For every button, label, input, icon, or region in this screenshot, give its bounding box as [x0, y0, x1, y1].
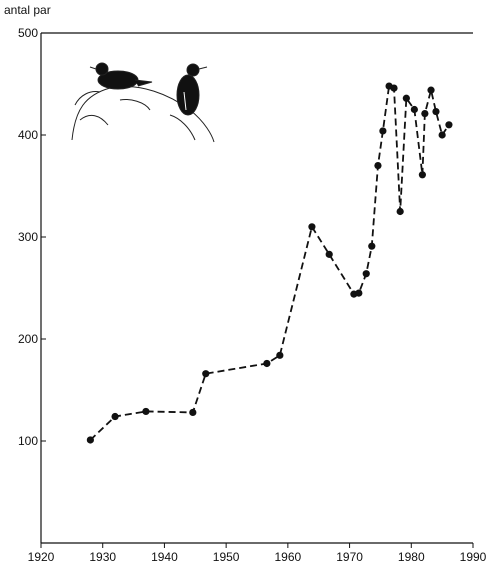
data-point — [308, 223, 315, 230]
data-point — [439, 131, 446, 138]
data-point — [445, 121, 452, 128]
x-tick-label: 1950 — [213, 550, 240, 564]
data-point — [326, 251, 333, 258]
data-point — [363, 270, 370, 277]
data-point — [419, 171, 426, 178]
x-tick-label: 1960 — [275, 550, 302, 564]
y-axis-label: antal par — [4, 3, 51, 17]
data-point — [411, 106, 418, 113]
x-tick-label: 1920 — [28, 550, 55, 564]
x-tick-label: 1980 — [398, 550, 425, 564]
data-point — [421, 110, 428, 117]
data-point — [427, 87, 434, 94]
data-point — [263, 360, 270, 367]
data-point — [202, 370, 209, 377]
data-point — [368, 243, 375, 250]
data-point — [379, 127, 386, 134]
y-tick-label: 100 — [18, 434, 38, 448]
x-tick-label: 1970 — [336, 550, 363, 564]
data-point — [397, 208, 404, 215]
data-point — [403, 95, 410, 102]
data-point — [276, 352, 283, 359]
data-point — [390, 84, 397, 91]
y-tick-label: 500 — [18, 26, 38, 40]
data-point — [87, 436, 94, 443]
x-tick-label: 1940 — [151, 550, 178, 564]
x-tick-label: 1930 — [89, 550, 116, 564]
chart: antal par 100 200 300 400 500 1920 1930 1940 195… — [0, 0, 493, 565]
data-point — [111, 413, 118, 420]
y-tick-label: 400 — [18, 128, 38, 142]
data-point — [189, 409, 196, 416]
data-point — [355, 290, 362, 297]
data-point — [142, 408, 149, 415]
data-point — [374, 162, 381, 169]
series-line — [90, 86, 449, 440]
x-tick-label: 1990 — [460, 550, 487, 564]
y-tick-label: 300 — [18, 230, 38, 244]
y-tick-label: 200 — [18, 332, 38, 346]
data-point — [432, 108, 439, 115]
bird-illustration — [72, 63, 214, 142]
